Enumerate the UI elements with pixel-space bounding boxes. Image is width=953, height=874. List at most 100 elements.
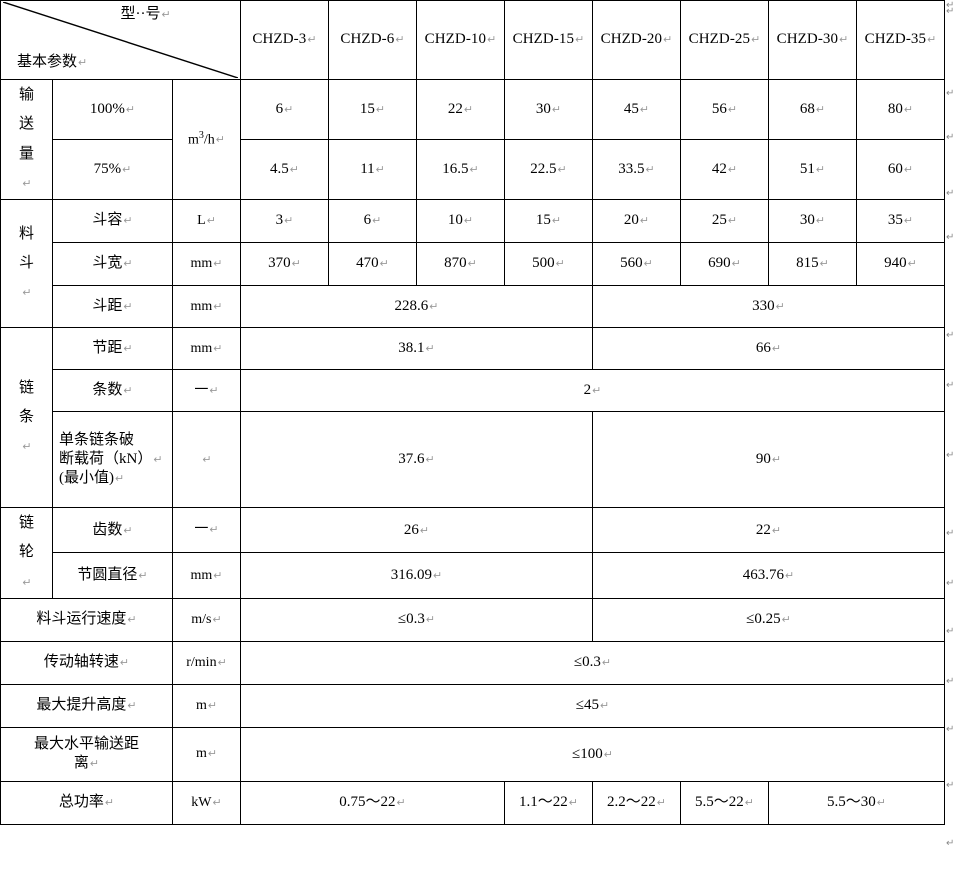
margin-pilcrow-8: ↵ xyxy=(946,450,953,461)
value-bucketwidth-3: 500↵ xyxy=(504,242,594,286)
margin-pilcrow-12: ↵ xyxy=(946,676,953,687)
table-row-drive-shaft-speed: 传动轴转速↵ r/min↵ ≤0.3↵ xyxy=(0,640,946,685)
param-bucket-speed: 料斗运行速度↵ xyxy=(0,597,173,642)
pilcrow-mark: ↵ xyxy=(781,614,791,627)
table-row-chain-break-load: 单条链条破 断载荷（kN）↵ (最小值)↵ ↵ 37.6↵ 90↵ xyxy=(1,411,946,508)
value-bucketvol-6: 30↵ xyxy=(768,199,858,243)
value-cap75-0: 4.5↵ xyxy=(240,139,330,200)
group-label-conveying: 输送量↵ xyxy=(0,79,53,200)
pilcrow-mark: ↵ xyxy=(469,163,479,176)
margin-pilcrow-6: ↵ xyxy=(946,330,953,341)
pilcrow-mark: ↵ xyxy=(206,215,216,228)
pilcrow-mark: ↵ xyxy=(433,569,443,582)
pilcrow-mark: ↵ xyxy=(375,163,385,176)
table-row-bucket-pitch: 斗距↵ mm↵ 228.6↵ 330↵ xyxy=(1,285,946,328)
pilcrow-mark: ↵ xyxy=(119,657,130,670)
margin-pilcrow-1: ↵ xyxy=(946,88,953,99)
margin-pilcrow-4: ↵ xyxy=(946,232,953,243)
pilcrow-mark: ↵ xyxy=(123,258,133,271)
value-bucketspeed-group-1: ≤0.25↵ xyxy=(592,597,946,642)
pilcrow-mark: ↵ xyxy=(115,473,125,486)
value-power-group-2: 2.2～22↵ xyxy=(592,780,682,825)
value-bucketvol-5: 25↵ xyxy=(680,199,770,243)
pilcrow-mark: ↵ xyxy=(815,103,826,116)
param-sprocket-teeth: 齿数↵ xyxy=(52,506,173,554)
value-pitchdia-group-0: 316.09↵ xyxy=(240,552,594,599)
param-chain-strands: 条数↵ xyxy=(52,369,173,412)
margin-pilcrow-7: ↵ xyxy=(946,380,953,391)
pilcrow-mark: ↵ xyxy=(876,797,887,810)
value-bucketwidth-5: 690↵ xyxy=(680,242,770,286)
value-bucketwidth-4: 560↵ xyxy=(592,242,682,286)
diagonal-divider-line xyxy=(3,2,238,78)
unit-bucket-speed: m/s↵ xyxy=(171,597,242,642)
pilcrow-mark: ↵ xyxy=(592,384,602,397)
pilcrow-mark: ↵ xyxy=(89,758,100,771)
pilcrow-mark: ↵ xyxy=(425,453,435,466)
pilcrow-mark: ↵ xyxy=(903,215,914,228)
value-cap100-7: 80↵ xyxy=(856,79,946,140)
pilcrow-mark: ↵ xyxy=(22,576,32,589)
value-bucketpitch-group-0: 228.6↵ xyxy=(240,285,594,328)
pilcrow-mark: ↵ xyxy=(551,103,562,116)
pilcrow-mark: ↵ xyxy=(601,657,612,670)
pilcrow-mark: ↵ xyxy=(903,163,914,176)
pilcrow-mark: ↵ xyxy=(213,569,223,582)
value-breakload-group-0: 37.6↵ xyxy=(240,411,594,508)
pilcrow-mark: ↵ xyxy=(771,342,782,355)
pilcrow-mark: ↵ xyxy=(207,748,218,761)
pilcrow-mark: ↵ xyxy=(771,453,782,466)
pilcrow-mark: ↵ xyxy=(727,163,738,176)
pilcrow-mark: ↵ xyxy=(785,569,795,582)
pilcrow-mark: ↵ xyxy=(123,215,133,228)
pilcrow-mark: ↵ xyxy=(22,177,32,190)
value-cap100-0: 6↵ xyxy=(240,79,330,140)
table-row-max-horizontal-distance: 最大水平输送距 离↵ m↵ ≤100↵ xyxy=(0,726,946,782)
pilcrow-mark: ↵ xyxy=(284,103,294,116)
param-chain-pitch: 节距↵ xyxy=(52,327,173,370)
unit-bucket-volume: L↵ xyxy=(171,199,242,243)
model-header-1: CHZD-6↵ xyxy=(328,0,418,80)
table-row-chain-strands: 条数↵ 一↵ 2↵ xyxy=(1,369,946,412)
model-header-4: CHZD-20↵ xyxy=(592,0,682,80)
unit-sprocket-teeth: 一↵ xyxy=(171,506,242,554)
diagonal-header-cell: 型··号↵ 基本参数↵ xyxy=(0,0,242,80)
value-cap75-5: 42↵ xyxy=(680,139,770,200)
pilcrow-mark: ↵ xyxy=(284,215,294,228)
pilcrow-mark: ↵ xyxy=(161,9,171,21)
pilcrow-mark: ↵ xyxy=(600,700,610,713)
pilcrow-mark: ↵ xyxy=(425,614,436,627)
value-cap100-2: 22↵ xyxy=(416,79,506,140)
pilcrow-mark: ↵ xyxy=(291,258,301,271)
value-bucketvol-0: 3↵ xyxy=(240,199,330,243)
value-bucketwidth-6: 815↵ xyxy=(768,242,858,286)
value-chainpitch-group-0: 38.1↵ xyxy=(240,327,594,370)
pilcrow-mark: ↵ xyxy=(127,614,137,627)
unit-max-lift-height: m↵ xyxy=(171,683,242,728)
model-header-2: CHZD-10↵ xyxy=(416,0,506,80)
table-row-sprocket-pitch-diameter: 节圆直径↵ mm↵ 316.09↵ 463.76↵ xyxy=(1,552,946,599)
value-sprocketteeth-group-0: 26↵ xyxy=(240,506,594,554)
value-bucketvol-1: 6↵ xyxy=(328,199,418,243)
pilcrow-mark: ↵ xyxy=(643,258,653,271)
pilcrow-mark: ↵ xyxy=(78,56,88,69)
pilcrow-mark: ↵ xyxy=(127,700,137,713)
unit-chain-pitch: mm↵ xyxy=(171,327,242,370)
table-row-total-power: 总功率↵ kW↵ 0.75～22↵ 1.1～22↵ 2.2～22↵ 5.5～22… xyxy=(0,780,946,825)
pilcrow-mark: ↵ xyxy=(22,441,32,454)
margin-pilcrow-14: ↵ xyxy=(946,780,953,791)
pilcrow-mark: ↵ xyxy=(396,797,406,810)
param-bucket-width: 斗宽↵ xyxy=(52,242,173,286)
pilcrow-mark: ↵ xyxy=(551,215,562,228)
unit-chain-break-load: ↵ xyxy=(171,411,242,508)
table-row-bucket-width: 斗宽↵ mm↵ 370↵ 470↵ 870↵ 500↵ 560↵ 690↵ 81… xyxy=(1,242,946,286)
value-sprocketteeth-group-1: 22↵ xyxy=(592,506,946,554)
pilcrow-mark: ↵ xyxy=(212,613,222,626)
group-label-hopper: 料斗↵ xyxy=(0,199,53,328)
margin-pilcrow-13: ↵ xyxy=(946,724,953,735)
pilcrow-mark: ↵ xyxy=(429,300,439,313)
margin-pilcrow-15: ↵ xyxy=(946,838,953,849)
table-row-capacity-100: 输送量↵ 100%↵ m3/h↵ 6↵ 15↵ 22↵ 30↵ 45↵ 56↵ … xyxy=(0,79,946,200)
margin-pilcrow-2: ↵ xyxy=(946,132,953,143)
param-sprocket-pitch-diameter: 节圆直径↵ xyxy=(52,552,173,599)
